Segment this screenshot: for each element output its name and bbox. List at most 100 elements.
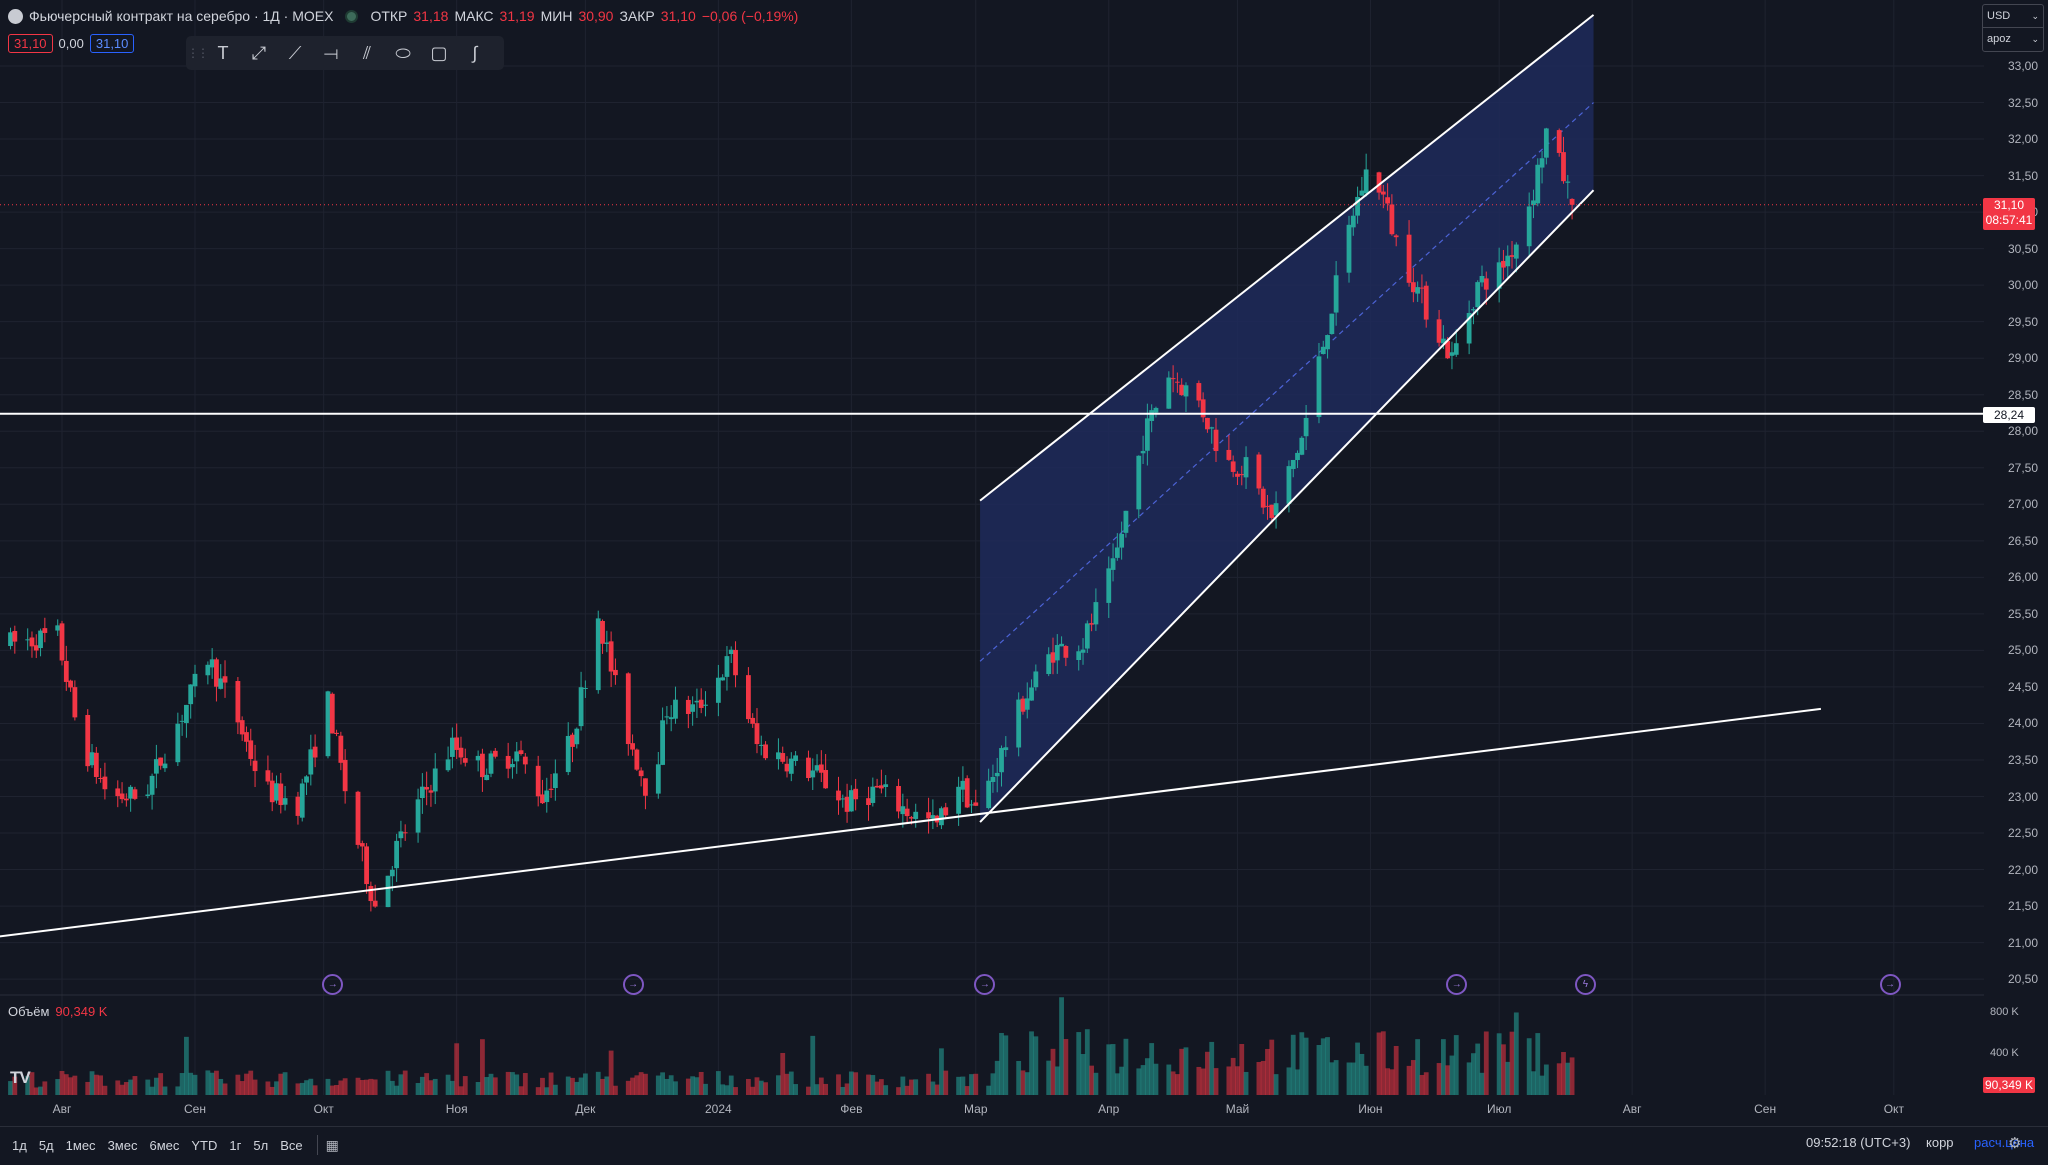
ellipse-icon[interactable]: ⬭ (395, 42, 411, 63)
scale-mode[interactable]: apoz ⌄ (1983, 27, 2043, 50)
ask-button[interactable]: 31,10 (89, 34, 135, 53)
volume-bar (1183, 1047, 1189, 1095)
range-5d-button[interactable]: 5д (38, 1137, 54, 1153)
range-1y-button[interactable]: 1г (229, 1137, 242, 1153)
candle (883, 784, 889, 787)
candle (1063, 646, 1069, 658)
volume-bar (608, 1050, 614, 1095)
candle (552, 773, 558, 789)
volume-bar (728, 1075, 734, 1095)
dividend-event-icon[interactable]: → (974, 974, 996, 995)
adjust-toggle[interactable]: корр (1926, 1135, 1954, 1150)
volume-bar (329, 1085, 335, 1095)
path-icon[interactable]: ∫ (472, 42, 478, 63)
candle (1110, 558, 1116, 570)
candle (1505, 255, 1511, 267)
volume-bar (1175, 1074, 1180, 1095)
volume-tick: 400 K (1990, 1047, 2019, 1059)
volume-bar (1363, 1065, 1369, 1095)
currency-value[interactable]: USD ⌄ (1983, 5, 2043, 27)
candle (1543, 128, 1549, 158)
tradingview-logo-icon[interactable]: TV (10, 1068, 31, 1087)
candle (184, 704, 189, 724)
text-icon[interactable]: T (217, 42, 229, 63)
settlement-price-toggle[interactable]: расч.цена (1974, 1135, 2035, 1150)
candle (1046, 654, 1052, 675)
candle (630, 743, 635, 750)
price-chart[interactable] (0, 0, 1984, 1110)
time-tick-label: Окт (1883, 1102, 1904, 1116)
volume-bar (38, 1086, 43, 1095)
range-all-button[interactable]: Все (280, 1137, 303, 1153)
volume-bar (823, 1083, 829, 1095)
dividend-event-icon[interactable]: → (622, 974, 644, 995)
volume-bar (866, 1074, 871, 1095)
last-price: 31,10 (1993, 198, 2025, 212)
range-6m-button[interactable]: 6мес (149, 1137, 180, 1153)
grip-icon[interactable]: ⋮⋮ (187, 46, 209, 60)
calendar-goto-icon[interactable]: ▦ (325, 1136, 339, 1153)
volume-bar (1453, 1035, 1459, 1095)
volume-bar (733, 1087, 738, 1095)
candle (1183, 385, 1189, 397)
dividend-event-icon[interactable]: → (1879, 974, 1901, 995)
range-1m-button[interactable]: 1мес (65, 1137, 96, 1153)
volume-bar (788, 1071, 794, 1095)
volume-bar (492, 1077, 498, 1095)
candle (720, 677, 726, 681)
volume-bar (480, 1039, 485, 1095)
candle (810, 770, 816, 778)
gear-icon[interactable]: ⚙ (2008, 1135, 2022, 1152)
currency-select[interactable]: USD ⌄ apoz ⌄ (1982, 4, 2044, 52)
range-ytd-button[interactable]: YTD (191, 1137, 218, 1153)
candle (634, 749, 640, 770)
volume-bar (578, 1077, 584, 1095)
candle (89, 752, 95, 766)
range-3m-button[interactable]: 3мес (107, 1137, 138, 1153)
volume-bar (574, 1081, 580, 1095)
volume-bar (342, 1078, 348, 1095)
volume-bar (415, 1083, 421, 1095)
market-status-icon[interactable] (345, 9, 359, 23)
volume-bar (59, 1070, 65, 1095)
range-1d-button[interactable]: 1д (12, 1137, 27, 1153)
range-5y-button[interactable]: 5л (253, 1137, 269, 1153)
bottom-toolbar: 1д 5д 1мес 3мес 6мес YTD 1г 5л Все ▦ (0, 1126, 2048, 1163)
candle (1140, 451, 1146, 454)
bid-button[interactable]: 31,10 (8, 34, 53, 53)
candle (1509, 255, 1515, 257)
volume-bar (1106, 1044, 1112, 1095)
candle (643, 778, 648, 796)
candle (1235, 473, 1240, 477)
volume-bar (595, 1071, 601, 1095)
volume-bar (870, 1075, 876, 1095)
volume-bar (282, 1072, 288, 1095)
volume-value: 90,349 K (55, 1004, 108, 1019)
channel-icon[interactable]: ⫽ (362, 42, 372, 63)
candle (329, 693, 335, 734)
candle (1213, 429, 1219, 452)
volume-bar (853, 1072, 859, 1095)
volume-bar (398, 1074, 404, 1095)
clock[interactable]: 09:52:18 (UTC+3) (1806, 1135, 1911, 1150)
rectangle-icon[interactable]: ▢ (430, 42, 448, 63)
candle (1380, 191, 1386, 195)
ray-icon[interactable]: ⤢ (251, 42, 267, 63)
volume-bar (1286, 1067, 1292, 1095)
price-axis[interactable]: 33,0032,5032,0031,5031,0030,5030,0029,50… (1984, 0, 2048, 1110)
volume-bar (1166, 1064, 1172, 1095)
volume-bar (548, 1072, 554, 1095)
volume-bar (214, 1070, 219, 1095)
split-event-icon[interactable]: ϟ (1574, 974, 1596, 995)
symbol-title[interactable]: Фьючерсный контракт на серебро · 1Д · MO… (29, 8, 334, 24)
dividend-event-icon[interactable]: → (322, 974, 344, 995)
dividend-event-icon[interactable]: → (1446, 974, 1468, 995)
trend-line-icon[interactable]: ⟋ (288, 42, 302, 63)
candle (222, 676, 228, 683)
horizontal-ray-icon[interactable]: ⟞ (323, 42, 339, 63)
volume-bar (904, 1085, 910, 1095)
volume-bar (1114, 1073, 1120, 1095)
candle (926, 812, 931, 819)
candle (535, 765, 541, 797)
volume-bar (1346, 1062, 1352, 1095)
